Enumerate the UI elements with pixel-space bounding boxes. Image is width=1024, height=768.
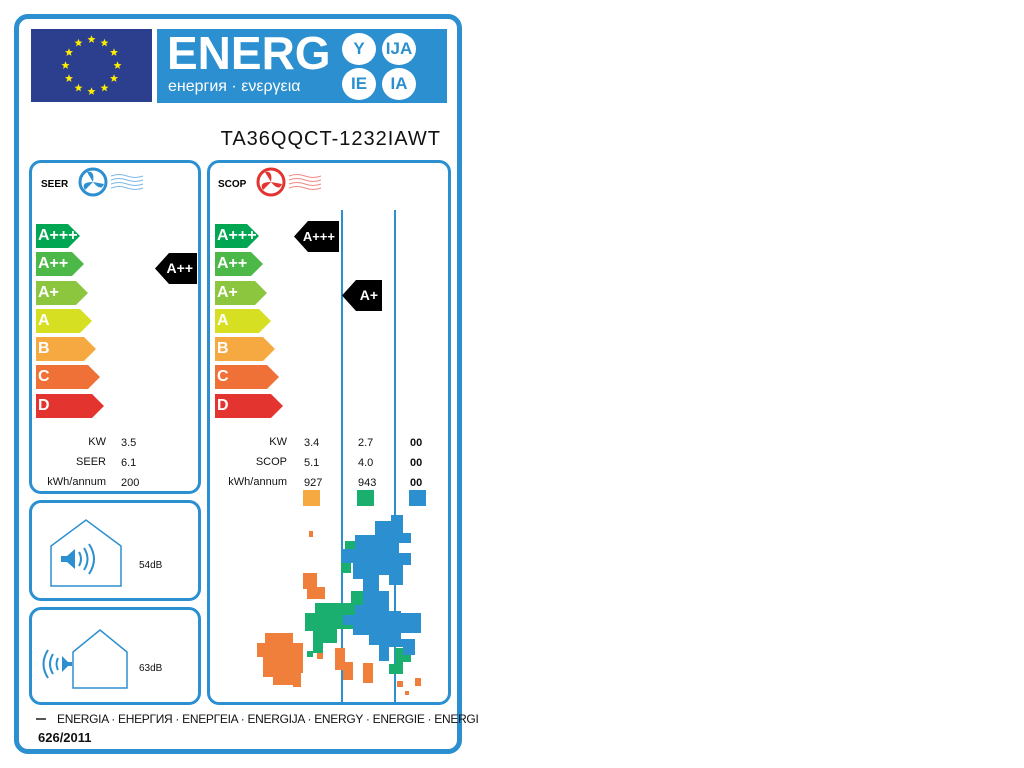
europe-climate-map <box>257 515 421 695</box>
suffix-ija: IJA <box>382 33 416 65</box>
scop-rating-indicator-2: A+ <box>342 280 382 311</box>
energy-banner: ENERG енергия · ενεργεια Y IJA IE IA <box>157 29 447 103</box>
outdoor-noise-panel: 63dB <box>29 607 201 705</box>
star-icon <box>87 87 96 95</box>
fan-cooling-icon <box>78 167 144 197</box>
seer-label-kwh: kWh/annum <box>47 476 106 488</box>
eu-stars-icon <box>61 35 122 95</box>
seer-value-kw: 3.5 <box>121 437 137 449</box>
star-icon <box>65 48 73 56</box>
scop-label-kwh: kWh/annum <box>228 476 287 488</box>
star-icon <box>74 83 83 92</box>
seer-rating-indicator: A++ <box>155 253 197 284</box>
seer-class-arrow: B <box>36 337 96 361</box>
column-divider <box>394 210 396 703</box>
scop-class-arrow: A++ <box>215 252 263 276</box>
regulation-number: 626/2011 <box>38 730 92 745</box>
star-icon <box>100 83 109 92</box>
star-icon <box>61 61 70 69</box>
scop-value: 943 <box>358 477 377 489</box>
scop-title: SCOP <box>218 179 247 190</box>
footer-languages: ENERGIA · ЕНЕРГИЯ · ΕΝΕΡΓΕΙΑ · ENERGIJA … <box>57 712 479 726</box>
outdoor-noise-value: 63dB <box>139 663 163 674</box>
scop-class-arrow: D <box>215 394 283 418</box>
seer-value-kwh: 200 <box>121 477 140 489</box>
seer-label-seer: SEER <box>76 456 106 468</box>
seer-class-arrow: A <box>36 309 92 333</box>
suffix-ia: IA <box>382 68 416 100</box>
climate-zone-swatch <box>409 490 426 506</box>
seer-class-arrow: A++ <box>36 252 84 276</box>
scop-value: 00 <box>410 457 423 469</box>
indoor-noise-panel: 54dB <box>29 500 201 601</box>
scop-value: 927 <box>304 477 323 489</box>
suffix-ie: IE <box>342 68 376 100</box>
seer-class-arrow: A+++ <box>36 224 80 248</box>
scop-label-scop: SCOP <box>255 456 287 468</box>
seer-title: SEER <box>41 179 69 190</box>
star-icon <box>100 38 109 47</box>
seer-class-arrow: A+ <box>36 281 88 305</box>
scop-value: 2.7 <box>358 437 374 449</box>
scop-class-arrow: C <box>215 365 279 389</box>
star-icon <box>110 48 118 56</box>
star-icon <box>110 74 118 82</box>
model-number: TA36QQCT-1232IAWT <box>220 128 441 150</box>
seer-value-seer: 6.1 <box>121 457 137 469</box>
seer-label-kw: KW <box>88 436 106 448</box>
indoor-noise-value: 54dB <box>139 560 163 571</box>
energy-subtitle: енергия · ενεργεια <box>168 78 301 95</box>
scop-class-arrow: A+ <box>215 281 267 305</box>
indoor-speaker-house-icon <box>50 519 122 587</box>
scop-value: 00 <box>410 437 423 449</box>
scop-value: 4.0 <box>358 457 374 469</box>
eu-flag <box>31 29 152 102</box>
scop-class-arrow: B <box>215 337 275 361</box>
seer-class-arrow: D <box>36 394 104 418</box>
climate-zone-swatch <box>357 490 374 506</box>
scop-class-arrow: A+++ <box>215 224 259 248</box>
scop-label-kw: KW <box>269 436 287 448</box>
energy-label-frame <box>14 14 462 754</box>
column-divider <box>341 210 343 703</box>
climate-zone-swatch <box>303 490 320 506</box>
scop-value: 00 <box>410 477 423 489</box>
fan-heating-icon <box>256 167 322 197</box>
scop-value: 5.1 <box>304 457 320 469</box>
scop-class-arrow: A <box>215 309 271 333</box>
seer-panel: SEER A+++ A++ A+ A B C D A++ KW 3.5 SEER 6.1 k… <box>29 160 201 494</box>
outdoor-speaker-house-icon <box>42 629 128 689</box>
star-icon <box>87 35 96 43</box>
energy-word: ENERG <box>167 27 331 79</box>
seer-class-arrow: C <box>36 365 100 389</box>
scop-value: 3.4 <box>304 437 320 449</box>
suffix-y: Y <box>342 33 376 65</box>
scop-rating-indicator-1: A+++ <box>294 221 339 252</box>
star-icon <box>113 61 122 69</box>
scop-panel: SCOP A+++ A++ A+ A B C D A+++ A+ KW SCOP kWh/a… <box>207 160 451 705</box>
star-icon <box>65 74 73 82</box>
star-icon <box>74 38 83 47</box>
footer-dash <box>36 718 46 720</box>
